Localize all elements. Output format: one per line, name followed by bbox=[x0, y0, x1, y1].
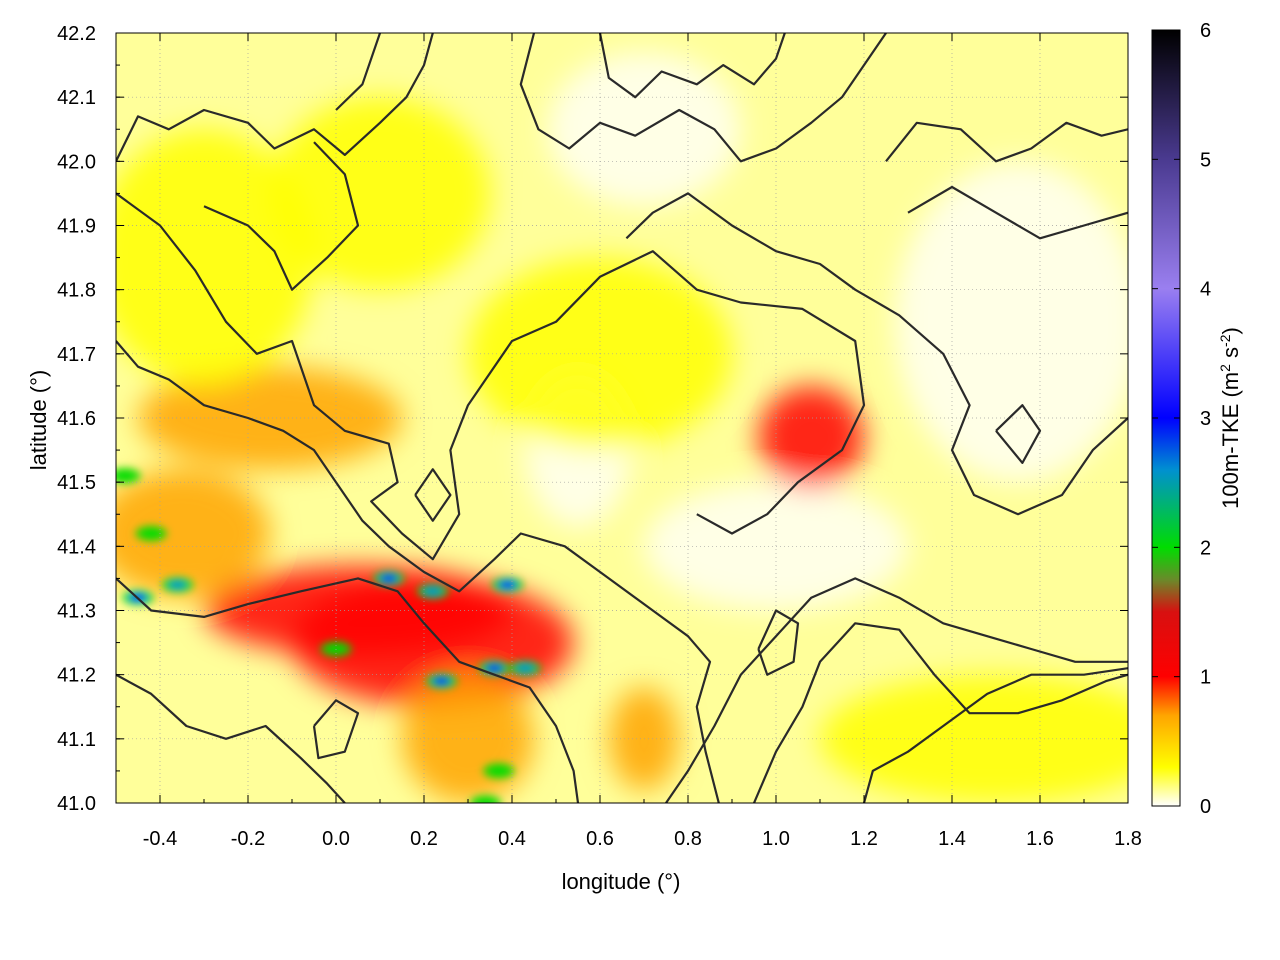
heatmap-peak-core bbox=[476, 799, 495, 803]
heatmap-peak-core bbox=[168, 580, 187, 589]
colorbar-tick-label: 4 bbox=[1200, 279, 1211, 301]
heatmap-low-patch bbox=[894, 161, 1128, 483]
y-tick-label: 41.6 bbox=[57, 408, 96, 430]
terrain-contour-line bbox=[752, 622, 1128, 803]
terrain-contour-line bbox=[598, 33, 786, 99]
terrain-contour-line bbox=[116, 33, 434, 162]
heatmap-hotspot bbox=[138, 366, 402, 470]
y-tick-label: 42.1 bbox=[57, 87, 96, 109]
y-tick-label: 41.7 bbox=[57, 344, 96, 366]
terrain-contour-line bbox=[116, 340, 720, 803]
heatmap-peak-core bbox=[116, 471, 134, 480]
heatmap-hotspot bbox=[116, 129, 314, 386]
heatmap-peak-core bbox=[485, 664, 504, 673]
x-tick-label: 1.8 bbox=[1114, 828, 1142, 850]
heatmap-hotspot bbox=[270, 97, 490, 290]
terrain-contour-line bbox=[885, 121, 1128, 163]
terrain-contour-line bbox=[757, 609, 800, 676]
terrain-contour-line bbox=[116, 577, 580, 803]
y-tick-label: 41.4 bbox=[57, 536, 96, 558]
colorbar-label: 100m-TKE (m2 s-2) bbox=[1217, 327, 1243, 509]
x-tick-label: 0.0 bbox=[322, 828, 350, 850]
colorbar-tick-label: 3 bbox=[1200, 408, 1211, 430]
plot-area: -0.4 -0.2 0.0 0.2 0.4 0.6 0.8 1.0 1.2 1.4 1.6 1.8 4… bbox=[57, 23, 1142, 850]
terrain-contour-line bbox=[312, 699, 360, 760]
x-tick-label: 0.6 bbox=[586, 828, 614, 850]
heatmap-peak-core bbox=[379, 574, 398, 583]
x-tick-label: 1.6 bbox=[1026, 828, 1054, 850]
x-tick-label: 1.0 bbox=[762, 828, 790, 850]
y-tick-label: 41.5 bbox=[57, 472, 96, 494]
colorbar-tick-label: 0 bbox=[1200, 796, 1211, 818]
terrain-contours bbox=[116, 33, 1128, 803]
heatmap-hotspot bbox=[820, 674, 1128, 803]
terrain-contour-line bbox=[414, 468, 452, 522]
y-tick-label: 41.0 bbox=[57, 793, 96, 815]
colorbar-ticks: 0 1 2 3 4 5 6 bbox=[1152, 20, 1211, 818]
terrain-contour-line bbox=[203, 141, 360, 291]
x-axis-ticks: -0.4 -0.2 0.0 0.2 0.4 0.6 0.8 1.0 1.2 1.4 1.6 1.8 bbox=[115, 33, 1142, 850]
x-tick-label: 0.8 bbox=[674, 828, 702, 850]
colorbar-tick-label: 2 bbox=[1200, 537, 1211, 559]
y-tick-label: 41.3 bbox=[57, 601, 96, 623]
colorbar-tick-label: 6 bbox=[1200, 20, 1211, 42]
terrain-contour-line bbox=[907, 185, 1128, 240]
heatmap-peak-core bbox=[423, 587, 442, 596]
x-tick-label: 1.2 bbox=[850, 828, 878, 850]
terrain-contour-line bbox=[519, 33, 887, 163]
terrain-contour-line bbox=[116, 673, 346, 803]
heatmap-peak-core bbox=[516, 664, 535, 673]
heatmap-hotspot bbox=[758, 385, 864, 489]
x-tick-label: -0.2 bbox=[231, 828, 265, 850]
terrain-contour-line bbox=[625, 192, 1128, 516]
heatmap-layer bbox=[116, 52, 1128, 803]
y-tick-label: 41.1 bbox=[57, 729, 96, 751]
terrain-contour-line bbox=[862, 667, 1128, 803]
terrain-contour-line bbox=[995, 404, 1042, 464]
colorbar-tick-label: 1 bbox=[1200, 667, 1211, 689]
y-axis-ticks: 41.0 41.1 41.2 41.3 41.4 41.5 41.6 41.7 41.8 41.9… bbox=[57, 23, 1128, 815]
colorbar: 0 1 2 3 4 5 6 100m-TKE (m2 s-2) bbox=[1151, 20, 1243, 818]
terrain-contour-line bbox=[335, 33, 382, 111]
x-tick-label: -0.4 bbox=[143, 828, 177, 850]
x-tick-label: 0.2 bbox=[410, 828, 438, 850]
y-tick-label: 42.2 bbox=[57, 23, 96, 45]
x-tick-label: 0.4 bbox=[498, 828, 526, 850]
x-tick-label: 1.4 bbox=[938, 828, 966, 850]
y-tick-label: 41.9 bbox=[57, 216, 96, 238]
y-axis-label: latitude (°) bbox=[26, 370, 51, 471]
y-tick-label: 41.2 bbox=[57, 665, 96, 687]
heatmap-hotspot bbox=[116, 469, 270, 598]
colorbar-tick-label: 5 bbox=[1200, 149, 1211, 171]
y-tick-label: 42.0 bbox=[57, 151, 96, 173]
heatmap-peak-core bbox=[489, 766, 508, 775]
terrain-contour-line bbox=[665, 577, 1128, 803]
y-tick-label: 41.8 bbox=[57, 280, 96, 302]
heatmap-peak-core bbox=[142, 529, 161, 538]
heatmap-peak-core bbox=[498, 580, 517, 589]
terrain-contour-line bbox=[116, 192, 866, 561]
heatmap-low-patch bbox=[547, 52, 741, 207]
x-axis-label: longitude (°) bbox=[562, 869, 681, 894]
heatmap-peak-core bbox=[432, 677, 451, 686]
